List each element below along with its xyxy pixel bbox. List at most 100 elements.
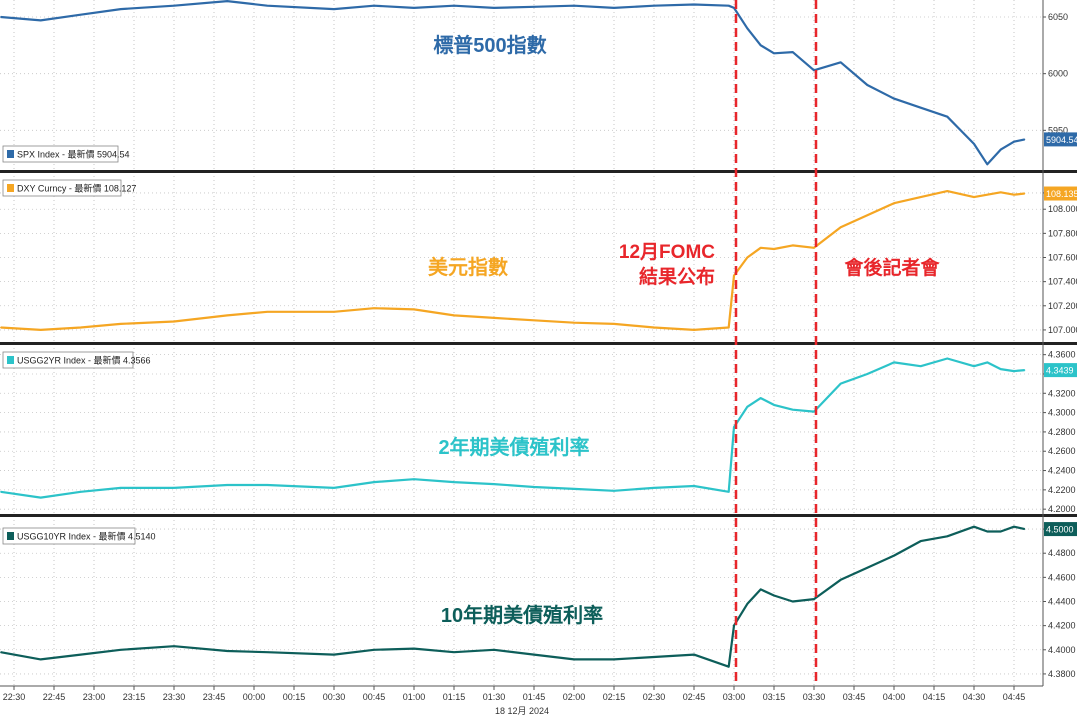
ust10y-data-point bbox=[0, 651, 2, 653]
spx-data-point bbox=[946, 116, 948, 118]
ust10y-data-point bbox=[333, 654, 335, 656]
ust10y-data-point bbox=[266, 651, 268, 653]
ust2y-data-point bbox=[840, 383, 842, 385]
ust2y-data-point bbox=[80, 491, 82, 493]
spx-data-point bbox=[1013, 141, 1015, 143]
ust2y-data-point bbox=[266, 484, 268, 486]
dxy-data-point bbox=[746, 256, 748, 259]
spx-data-point bbox=[792, 51, 794, 53]
ust10y-data-point bbox=[733, 625, 735, 627]
x-tick-label: 04:15 bbox=[923, 692, 946, 702]
dxy-data-point bbox=[986, 194, 988, 196]
ust2y-data-point bbox=[226, 484, 228, 486]
x-tick-label: 03:30 bbox=[803, 692, 826, 702]
ust2y-legend-box bbox=[2, 351, 134, 369]
x-tick-label: 04:30 bbox=[963, 692, 986, 702]
spx-data-point bbox=[746, 27, 748, 29]
ust10y-last-value-label: 4.5000 bbox=[1046, 525, 1074, 535]
ust10y-data-point bbox=[973, 526, 975, 528]
ust2y-data-point bbox=[533, 486, 535, 488]
x-tick-label: 22:30 bbox=[3, 692, 26, 702]
panel-separator bbox=[0, 514, 1077, 517]
ust2y-data-point bbox=[792, 409, 794, 411]
y-tick-label: 6050 bbox=[1048, 12, 1068, 22]
spx-data-point bbox=[373, 5, 375, 7]
y-tick-label: 4.3000 bbox=[1048, 408, 1076, 418]
dxy-data-point bbox=[533, 319, 535, 321]
dxy-data-point bbox=[792, 244, 794, 247]
spx-data-point bbox=[533, 6, 535, 8]
dxy-data-point bbox=[893, 202, 895, 204]
spx-series-line bbox=[0, 0, 1025, 166]
ust2y-data-point bbox=[986, 361, 988, 363]
spx-panel-title: 標普500指數 bbox=[433, 33, 546, 57]
ust10y-data-point bbox=[693, 654, 695, 656]
spx-data-point bbox=[40, 19, 42, 21]
spx-data-point bbox=[493, 7, 495, 9]
y-tick-label: 4.2600 bbox=[1048, 446, 1076, 456]
x-tick-label: 03:00 bbox=[723, 692, 746, 702]
ust2y-legend-swatch bbox=[7, 356, 14, 364]
ust2y-data-point bbox=[760, 397, 762, 399]
spx-data-point bbox=[173, 5, 175, 7]
ust2y-data-point bbox=[866, 373, 868, 375]
ust10y-data-point bbox=[226, 650, 228, 652]
dxy-data-point bbox=[973, 196, 975, 198]
ust2y-data-point bbox=[893, 361, 895, 363]
spx-data-point bbox=[413, 7, 415, 9]
spx-legend-text: SPX Index - 最新價 5904.54 bbox=[17, 149, 130, 160]
panel-separator bbox=[0, 342, 1077, 345]
ust10y-data-point bbox=[773, 594, 775, 597]
ust10y-data-point bbox=[920, 540, 922, 542]
ust2y-data-point bbox=[773, 404, 775, 406]
ust10y-last-value-box bbox=[1044, 522, 1077, 537]
spx-data-point bbox=[973, 143, 975, 145]
dxy-data-point bbox=[373, 307, 375, 309]
ust10y-data-point bbox=[946, 535, 948, 537]
x-tick-label: 00:45 bbox=[363, 692, 386, 702]
ust10y-data-point bbox=[173, 645, 175, 647]
y-tick-label: 4.4200 bbox=[1048, 621, 1076, 631]
y-tick-label: 107.000 bbox=[1048, 325, 1077, 335]
y-tick-label: 4.3800 bbox=[1048, 669, 1076, 679]
x-tick-label: 00:00 bbox=[243, 692, 266, 702]
dxy-legend-box bbox=[2, 179, 122, 197]
ust10y-data-point bbox=[813, 598, 815, 600]
ust10y-data-point bbox=[1024, 528, 1026, 530]
ust10y-data-point bbox=[893, 555, 895, 557]
spx-data-point bbox=[986, 163, 988, 165]
spx-data-point bbox=[920, 107, 922, 109]
spx-data-point bbox=[333, 8, 335, 10]
x-tick-label: 00:30 bbox=[323, 692, 346, 702]
spx-data-point bbox=[773, 52, 775, 54]
dxy-data-point bbox=[1013, 194, 1015, 196]
event-annotation: 結果公布 bbox=[639, 265, 715, 288]
dxy-data-point bbox=[1024, 192, 1026, 195]
x-tick-label: 01:45 bbox=[523, 692, 546, 702]
dxy-data-point bbox=[773, 248, 775, 250]
dxy-data-point bbox=[453, 314, 455, 317]
spx-last-value-box bbox=[1044, 132, 1077, 147]
dxy-series-line bbox=[0, 190, 1025, 331]
dxy-data-point bbox=[80, 326, 82, 329]
spx-data-point bbox=[573, 5, 575, 7]
spx-data-point bbox=[226, 0, 228, 2]
dxy-data-point bbox=[573, 322, 575, 324]
y-tick-label: 6000 bbox=[1048, 69, 1068, 79]
event-annotation: 會後記者會 bbox=[844, 256, 940, 279]
ust2y-panel-title: 2年期美債殖利率 bbox=[438, 435, 589, 459]
spx-data-point bbox=[760, 44, 762, 46]
ust2y-data-point bbox=[946, 357, 948, 360]
ust2y-series-line bbox=[0, 357, 1025, 499]
ust10y-data-point bbox=[80, 654, 82, 656]
x-tick-label: 00:15 bbox=[283, 692, 306, 702]
ust2y-data-point bbox=[333, 487, 335, 489]
ust10y-data-point bbox=[1000, 530, 1002, 533]
x-tick-label: 04:00 bbox=[883, 692, 906, 702]
x-tick-label: 04:45 bbox=[1003, 692, 1026, 702]
ust2y-data-point bbox=[653, 487, 655, 489]
dxy-data-point bbox=[173, 320, 175, 323]
ust2y-data-point bbox=[1000, 368, 1002, 370]
ust10y-data-point bbox=[493, 649, 495, 651]
